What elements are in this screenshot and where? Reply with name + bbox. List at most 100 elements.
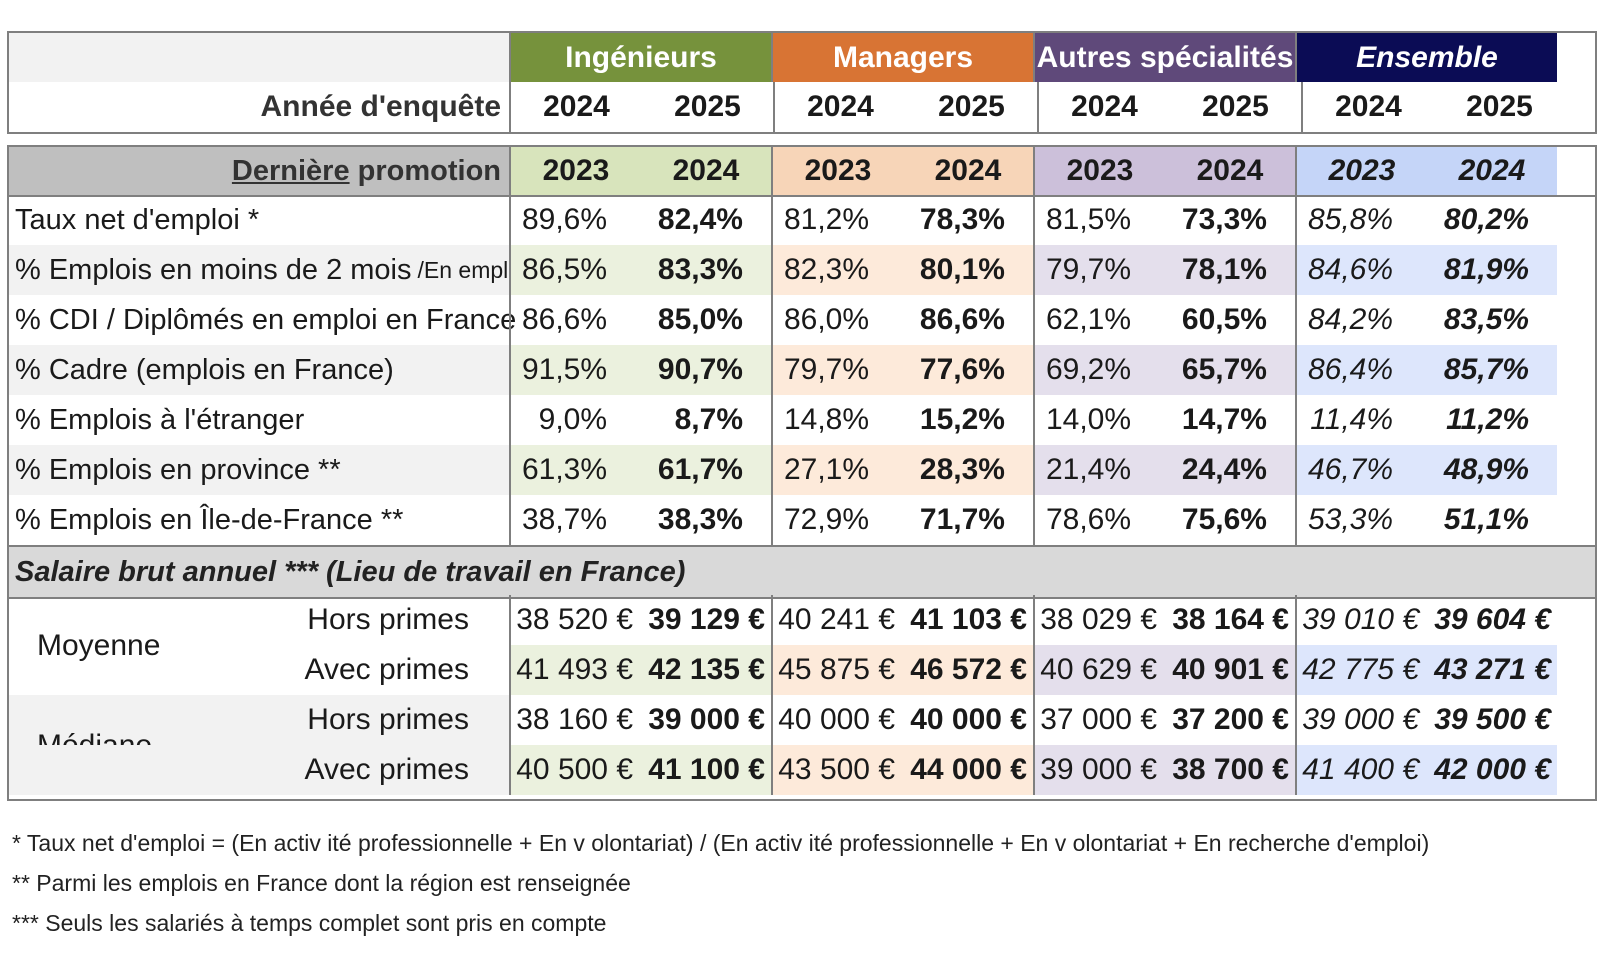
table-row: % Emplois en moins de 2 mois/En emploi 86… <box>9 245 1595 295</box>
row-label: % Emplois en moins de 2 mois/En emploi <box>9 245 526 295</box>
promotion-year: 2023 <box>1066 154 1134 187</box>
row-label-text: % Emplois en Île-de-France ** <box>15 503 404 536</box>
footnote: *** Seuls les salariés à temps complet s… <box>12 910 607 936</box>
table-row: % Emplois en Île-de-France ** 38,7% 38,3% 7… <box>9 495 1595 545</box>
values-ensemble: 11,4% 11,2% <box>1295 395 1557 445</box>
salary-values-autres: 38 029 € 38 164 € <box>1033 595 1295 645</box>
years-ensemble: 2024 2025 <box>1301 82 1565 132</box>
values-managers: 72,9% 71,7% <box>771 495 1033 545</box>
values-autres: 78,6% 75,6% <box>1033 495 1295 545</box>
years-autres: 2024 2025 <box>1037 82 1301 132</box>
table-cell: 80,2% <box>1443 203 1529 236</box>
promotion-label: Dernière promotion <box>9 147 509 195</box>
salary-cell: 37 200 € <box>1172 703 1289 736</box>
values-autres: 14,0% 14,7% <box>1033 395 1295 445</box>
promotion-years-managers: 2023 2024 <box>771 147 1033 195</box>
salary-row-label: MédianeHors primes <box>9 695 509 762</box>
survey-year: 2025 <box>1466 90 1533 123</box>
table-cell: 21,4% <box>1045 453 1132 486</box>
group-header-ingenieurs: Ingénieurs <box>509 33 771 82</box>
table-cell: 53,3% <box>1307 503 1394 536</box>
table-cell: 80,1% <box>919 253 1005 286</box>
salary-values-managers: 45 875 € 46 572 € <box>771 645 1033 695</box>
table-cell: 86,4% <box>1307 353 1394 386</box>
table-cell: 27,1% <box>783 453 870 486</box>
table-row: Taux net d'emploi * 89,6% 82,4% 81,2% 78,3% 8… <box>9 195 1595 245</box>
table-cell: 83,3% <box>657 253 743 286</box>
values-ingenieurs: 86,5% 83,3% <box>509 245 771 295</box>
salary-cell: 40 629 € <box>1040 653 1158 686</box>
row-label-text: % Emplois à l'étranger <box>15 403 305 436</box>
survey-year: 2024 <box>1071 90 1138 123</box>
salary-cell: 38 164 € <box>1172 603 1289 636</box>
table-cell: 15,2% <box>919 403 1005 436</box>
salary-cell: 39 000 € <box>1302 703 1420 736</box>
salary-row: Moyenne Hors primes 38 520 €39 129 €40 241… <box>9 595 1595 662</box>
salary-values-autres: 39 000 € 38 700 € <box>1033 745 1295 795</box>
salary-cell: 38 029 € <box>1040 603 1158 636</box>
values-ensemble: 86,4% 85,7% <box>1295 345 1557 395</box>
values-ensemble: 84,6% 81,9% <box>1295 245 1557 295</box>
table-cell: 77,6% <box>919 353 1005 386</box>
promotion-row: Dernière promotion 2023 2024 2023 2024 2023 20… <box>9 147 1595 197</box>
table-cell: 91,5% <box>521 353 608 386</box>
salary-cell: 38 700 € <box>1172 753 1289 786</box>
salary-cell: 43 271 € <box>1434 653 1551 686</box>
values-ingenieurs: 9,0% 8,7% <box>509 395 771 445</box>
salary-group-label: Moyenne <box>37 629 161 662</box>
values-autres: 79,7% 78,1% <box>1033 245 1295 295</box>
salary-sub-label: Avec primes <box>304 653 469 686</box>
footnote: * Taux net d'emploi = (En activ ité prof… <box>12 830 1430 856</box>
values-ensemble: 85,8% 80,2% <box>1295 195 1557 245</box>
table-cell: 14,0% <box>1045 403 1132 436</box>
group-header-ensemble: Ensemble <box>1295 33 1557 82</box>
row-label-text: % Emplois en moins de 2 mois <box>15 253 412 286</box>
table-cell: 71,7% <box>919 503 1005 536</box>
salary-cell: 43 500 € <box>778 753 896 786</box>
salary-sub-label: Avec primes <box>304 753 469 786</box>
table-cell: 90,7% <box>657 353 743 386</box>
survey-year: 2024 <box>543 90 610 123</box>
table-cell: 38,7% <box>521 503 608 536</box>
salary-values-managers: 43 500 € 44 000 € <box>771 745 1033 795</box>
table-cell: 81,5% <box>1045 203 1132 236</box>
table-cell: 79,7% <box>783 353 870 386</box>
salary-cell: 39 500 € <box>1434 703 1551 736</box>
salary-cell: 40 000 € <box>910 703 1027 736</box>
salary-cell: 39 010 € <box>1302 603 1420 636</box>
row-label: % Emplois à l'étranger <box>9 395 509 445</box>
values-managers: 86,0% 86,6% <box>771 295 1033 345</box>
table-cell: 61,3% <box>521 453 608 486</box>
salary-cell: 37 000 € <box>1040 703 1158 736</box>
table-cell: 46,7% <box>1307 453 1394 486</box>
promotion-label-underlined: Dernière <box>231 154 350 187</box>
row-label: % Emplois en province ** <box>9 445 509 495</box>
table-cell: 11,4% <box>1310 403 1394 436</box>
promotion-year: 2023 <box>804 154 872 187</box>
survey-year: 2025 <box>938 90 1005 123</box>
salary-values-autres: 40 629 € 40 901 € <box>1033 645 1295 695</box>
salary-sub-label: Hors primes <box>307 603 469 636</box>
salary-cell: 41 400 € <box>1302 753 1420 786</box>
salary-cell: 42 135 € <box>648 653 765 686</box>
footnote: ** Parmi les emplois en France dont la r… <box>12 870 631 896</box>
row-label-text: % Cadre (emplois en France) <box>15 353 394 386</box>
values-managers: 27,1% 28,3% <box>771 445 1033 495</box>
footnotes: * Taux net d'emploi = (En activ ité prof… <box>12 826 1429 946</box>
table-cell: 38,3% <box>657 503 743 536</box>
values-ingenieurs: 91,5% 90,7% <box>509 345 771 395</box>
table-cell: 86,0% <box>783 303 870 336</box>
promotion-years-autres: 2023 2024 <box>1033 147 1295 195</box>
table-cell: 65,7% <box>1181 353 1267 386</box>
table-cell: 48,9% <box>1443 453 1529 486</box>
row-label: Taux net d'emploi * <box>9 195 509 245</box>
salary-row: Avec primes 40 500 € 41 100 € 43 500 € 44 00… <box>9 745 1595 795</box>
values-managers: 81,2% 78,3% <box>771 195 1033 245</box>
salary-cell: 41 493 € <box>516 653 634 686</box>
survey-year-row: Année d'enquête 2024 2025 2024 2025 2024… <box>9 82 1595 132</box>
salary-cell: 45 875 € <box>778 653 896 686</box>
salary-values-ingenieurs: 41 493 € 42 135 € <box>509 645 771 695</box>
header-empty-cell <box>9 33 509 82</box>
survey-year: 2024 <box>1335 90 1402 123</box>
